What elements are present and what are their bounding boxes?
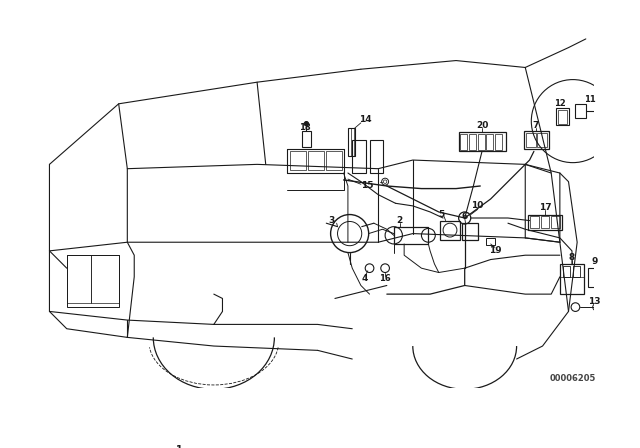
Text: 10: 10 <box>472 202 484 211</box>
Text: 14: 14 <box>359 115 372 124</box>
Bar <box>524 132 550 149</box>
Text: 17: 17 <box>539 203 552 212</box>
Bar <box>326 151 342 169</box>
Text: 19: 19 <box>489 246 501 255</box>
Text: 5: 5 <box>438 210 444 219</box>
Text: 6: 6 <box>461 212 468 221</box>
Bar <box>369 140 383 173</box>
Bar <box>462 223 477 241</box>
Bar <box>575 104 586 118</box>
Text: 11: 11 <box>584 95 596 104</box>
Bar <box>556 108 568 125</box>
Bar <box>67 255 118 307</box>
Bar <box>558 110 567 124</box>
Bar <box>563 267 570 277</box>
Circle shape <box>304 121 308 126</box>
Bar <box>459 132 506 151</box>
Bar <box>538 133 547 147</box>
Bar <box>67 255 91 303</box>
Text: 2: 2 <box>397 216 403 225</box>
Text: 7: 7 <box>532 121 539 130</box>
Bar <box>573 267 580 277</box>
Text: 18: 18 <box>299 123 310 132</box>
Bar <box>460 134 467 150</box>
Bar <box>588 268 600 287</box>
Bar <box>477 134 484 150</box>
Bar <box>486 238 495 245</box>
Bar <box>526 133 536 147</box>
Bar <box>440 220 460 240</box>
Text: 13: 13 <box>588 297 601 306</box>
Bar <box>351 128 354 156</box>
Text: 20: 20 <box>476 121 488 130</box>
Text: 4: 4 <box>362 274 369 283</box>
Text: 9: 9 <box>591 257 598 266</box>
Text: 1: 1 <box>176 445 182 448</box>
Bar <box>290 151 305 169</box>
Bar <box>541 216 550 228</box>
Bar <box>531 216 539 228</box>
Bar <box>469 134 476 150</box>
Bar <box>352 140 366 173</box>
Bar <box>551 216 560 228</box>
Bar <box>528 215 563 230</box>
Text: 00006205: 00006205 <box>550 375 596 383</box>
Text: 8: 8 <box>569 253 575 262</box>
Text: 15: 15 <box>361 181 373 190</box>
Bar <box>394 227 428 244</box>
Text: 16: 16 <box>380 274 391 283</box>
Bar <box>495 134 502 150</box>
Bar <box>348 128 355 156</box>
Bar <box>308 151 324 169</box>
Bar <box>302 132 310 147</box>
Bar <box>486 134 493 150</box>
Text: 3: 3 <box>329 216 335 225</box>
Text: 12: 12 <box>554 99 566 108</box>
Bar <box>91 255 118 303</box>
Bar <box>560 264 584 294</box>
